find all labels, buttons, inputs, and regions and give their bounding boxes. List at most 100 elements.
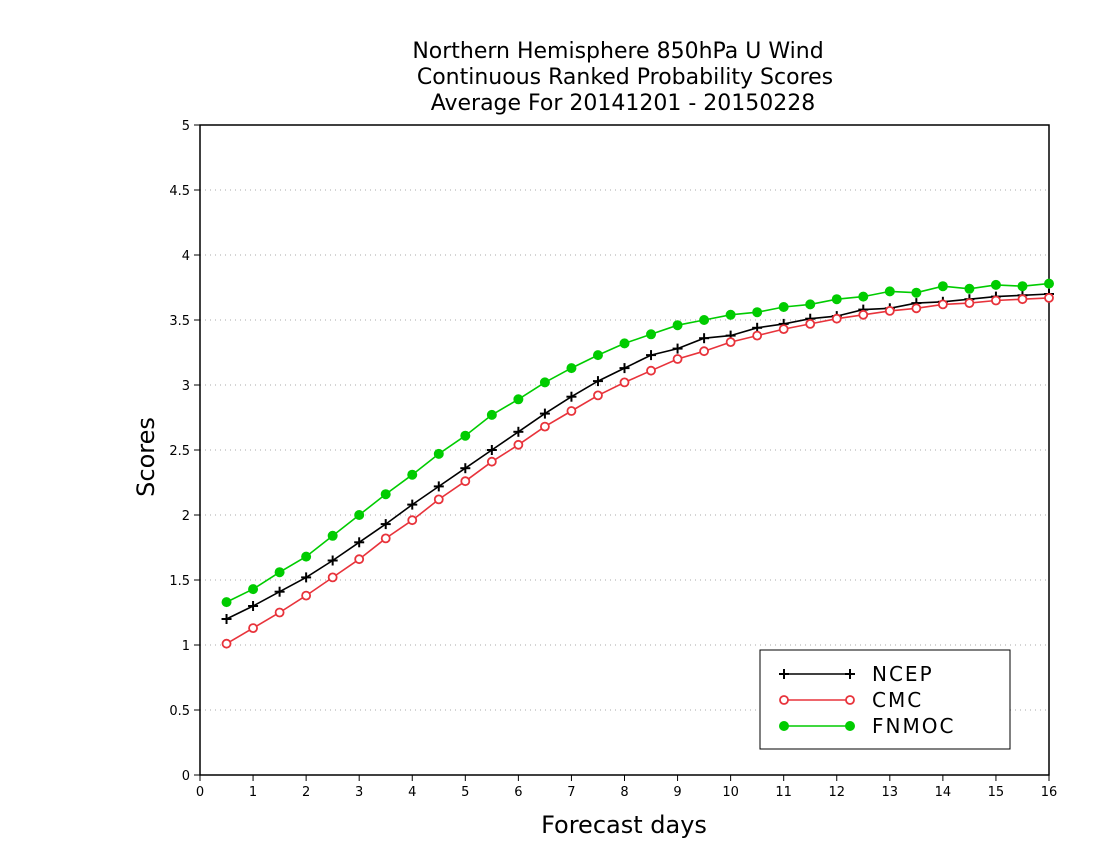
data-point <box>221 638 232 649</box>
x-tick-label: 13 <box>882 785 899 800</box>
chart-title: Northern Hemisphere 850hPa U Wind Contin… <box>412 39 833 116</box>
x-tick-label: 16 <box>1041 785 1058 800</box>
data-point <box>274 567 285 578</box>
data-point <box>1017 281 1028 292</box>
data-point <box>433 448 444 459</box>
y-tick-label: 2 <box>182 509 190 524</box>
data-point <box>991 295 1001 306</box>
y-tick-label: 5 <box>182 119 190 134</box>
data-point <box>380 533 391 544</box>
y-tick-label: 1.5 <box>169 574 190 589</box>
y-tick-label: 1 <box>182 639 190 654</box>
x-tick-label: 6 <box>514 785 522 800</box>
title-line-3: Average For 20141201 - 20150228 <box>431 91 816 116</box>
grid-lines <box>200 189 1049 711</box>
data-point <box>327 530 338 541</box>
data-point <box>937 299 948 310</box>
data-point <box>566 363 577 374</box>
data-point <box>248 623 258 633</box>
data-point <box>831 294 842 305</box>
series-cmc <box>221 292 1054 649</box>
data-point <box>699 346 709 357</box>
x-tick-label: 11 <box>775 785 792 800</box>
x-tick-label: 15 <box>988 785 1005 800</box>
x-tick-label: 5 <box>461 785 469 800</box>
y-tick-label: 4 <box>182 249 190 264</box>
data-point <box>805 299 816 310</box>
data-point <box>672 320 683 331</box>
data-point <box>248 584 259 595</box>
data-point <box>964 283 975 294</box>
data-point <box>248 601 259 611</box>
data-point <box>911 287 922 298</box>
data-point <box>433 494 444 505</box>
data-point <box>486 409 497 420</box>
x-tick-label: 0 <box>196 785 204 800</box>
x-axis: 0 1 2 3 4 5 6 7 8 9 10 11 12 13 14 15 16 <box>196 775 1057 800</box>
data-point <box>964 298 975 309</box>
data-point <box>539 377 550 388</box>
x-tick-label: 2 <box>302 785 310 800</box>
data-point <box>858 291 869 302</box>
data-point <box>486 456 497 467</box>
x-tick-label: 9 <box>673 785 681 800</box>
series-line-cmc <box>226 297 1050 645</box>
data-point <box>354 510 365 520</box>
data-point <box>540 421 550 432</box>
legend-entry-ncep: NCEP <box>779 662 934 686</box>
y-tick-label: 3 <box>182 379 190 394</box>
data-point <box>407 515 418 526</box>
data-point <box>274 607 285 618</box>
data-point <box>884 286 895 297</box>
data-point <box>858 309 869 320</box>
data-point <box>845 695 855 705</box>
data-point <box>619 377 630 388</box>
x-tick-label: 12 <box>828 785 845 800</box>
series-line-ncep <box>226 293 1050 620</box>
data-point <box>407 499 418 510</box>
data-point <box>460 430 471 441</box>
data-point <box>301 590 312 601</box>
data-point <box>1017 294 1028 305</box>
data-point <box>779 721 789 731</box>
data-point <box>1044 278 1054 289</box>
y-tick-label: 0.5 <box>169 704 190 719</box>
legend-entry-fnmoc: FNMOC <box>779 714 953 738</box>
data-point <box>593 390 603 401</box>
series-layer <box>221 278 1054 649</box>
data-point <box>990 279 1001 290</box>
data-point <box>301 572 312 583</box>
x-tick-label: 8 <box>620 785 628 800</box>
data-point <box>354 554 365 565</box>
y-tick-label: 0 <box>182 769 190 784</box>
y-axis: 0 0.5 1 1.5 2 2.5 3 3.5 4 4.5 5 <box>169 119 200 784</box>
data-point <box>672 354 683 364</box>
data-point <box>327 555 338 566</box>
data-point <box>460 476 471 487</box>
data-point <box>845 669 855 679</box>
data-point <box>699 315 710 325</box>
legend-label: NCEP <box>872 662 934 686</box>
data-point <box>752 330 763 341</box>
data-point <box>619 338 630 349</box>
data-point <box>592 376 603 387</box>
y-axis-label: Scores <box>132 417 160 497</box>
data-point <box>539 408 550 419</box>
title-line-2: Continuous Ranked Probability Scores <box>417 65 833 90</box>
data-point <box>221 614 232 624</box>
data-point <box>592 350 603 361</box>
series-line-fnmoc <box>226 282 1050 603</box>
y-tick-label: 3.5 <box>169 314 190 329</box>
x-tick-label: 10 <box>722 785 739 800</box>
x-tick-label: 3 <box>355 785 363 800</box>
x-tick-label: 4 <box>408 785 416 800</box>
data-point <box>566 406 577 416</box>
data-point <box>778 302 789 312</box>
data-point <box>513 426 524 437</box>
x-tick-label: 7 <box>567 785 575 800</box>
data-point <box>513 394 524 405</box>
legend-entry-cmc: CMC <box>779 688 921 712</box>
data-point <box>725 337 736 348</box>
